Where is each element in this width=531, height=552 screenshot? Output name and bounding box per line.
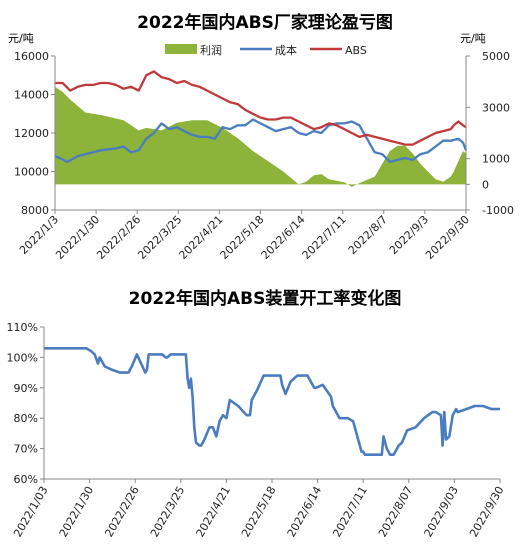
bottom-y-tick-label: 70% — [14, 443, 38, 456]
profit-loss-chart: 2022年国内ABS厂家理论盈亏图 元/吨 元/吨 利润 成本 ABS 8000… — [8, 12, 514, 262]
bottom-y-tick-label: 100% — [7, 351, 38, 364]
legend-label-cost: 成本 — [275, 43, 297, 57]
bottom-x-tick-label: 2022/7/11 — [330, 484, 369, 539]
bottom-y-tick-label: 90% — [14, 382, 38, 395]
top-legend: 利润 成本 ABS — [165, 43, 367, 57]
left-tick-label: 16000 — [14, 50, 49, 63]
left-tick-label: 8000 — [21, 204, 49, 217]
legend-label-abs: ABS — [345, 44, 367, 57]
left-tick-label: 12000 — [14, 127, 49, 140]
right-tick-label: -1000 — [482, 204, 514, 217]
top-left-axis: 8000 10000 12000 14000 16000 — [14, 50, 56, 217]
right-axis-unit: 元/吨 — [460, 32, 486, 45]
legend-swatch-profit — [165, 44, 197, 54]
bottom-x-tick-label: 2022/9/03 — [422, 484, 461, 539]
right-tick-label: 1000 — [482, 153, 510, 166]
bottom-x-tick-label: 2022/9/30 — [467, 484, 506, 539]
bottom-y-tick-label: 60% — [14, 473, 38, 486]
right-tick-label: 3000 — [482, 101, 510, 114]
bottom-x-tick-label: 2022/4/21 — [194, 484, 233, 539]
profit-area — [55, 86, 466, 187]
bottom-y-axis: 60% 70% 80% 90% 100% 110% — [7, 321, 45, 486]
left-axis-unit: 元/吨 — [8, 32, 34, 45]
bottom-x-tick-label: 2022/1/30 — [57, 484, 96, 539]
top-x-axis: 2022/1/32022/1/302022/2/262022/3/252022/… — [17, 209, 472, 262]
bottom-y-tick-label: 80% — [14, 412, 38, 425]
bottom-x-tick-label: 2022/3/25 — [148, 484, 187, 539]
legend-label-profit: 利润 — [200, 43, 222, 57]
utilization-line — [44, 346, 500, 457]
right-tick-label: 5000 — [482, 50, 510, 63]
top-x-tick-label: 2022/8/7 — [346, 213, 390, 257]
bottom-x-tick-label: 2022/6/14 — [285, 484, 324, 539]
top-chart-title: 2022年国内ABS厂家理论盈亏图 — [137, 12, 393, 33]
top-x-tick-label: 2022/7/11 — [300, 213, 349, 262]
bottom-x-tick-label: 2022/1/03 — [11, 484, 50, 539]
left-tick-label: 14000 — [14, 89, 49, 102]
bottom-chart-title: 2022年国内ABS装置开工率变化图 — [129, 288, 402, 309]
utilization-chart: 2022年国内ABS装置开工率变化图 60%70%80%90%100%110% … — [7, 288, 507, 539]
top-right-axis: -1000 0 1000 3000 5000 — [465, 50, 514, 217]
bottom-x-tick-label: 2022/2/26 — [102, 484, 141, 539]
bottom-x-axis: 2022/1/03 2022/1/30 2022/2/26 2022/3/25 2022… — [11, 478, 507, 539]
bottom-x-tick-label: 2022/5/18 — [239, 484, 278, 539]
abs-price-line — [55, 70, 467, 146]
top-x-tick-label: 2022/9/30 — [423, 213, 472, 262]
bottom-y-tick-label: 110% — [7, 321, 38, 334]
top-plot-area — [54, 70, 468, 187]
bottom-plot-area — [44, 346, 500, 457]
left-tick-label: 10000 — [14, 166, 49, 179]
right-tick-label: 0 — [482, 178, 489, 191]
cost-line — [54, 118, 468, 164]
bottom-x-tick-label: 2022/8/07 — [376, 484, 415, 539]
